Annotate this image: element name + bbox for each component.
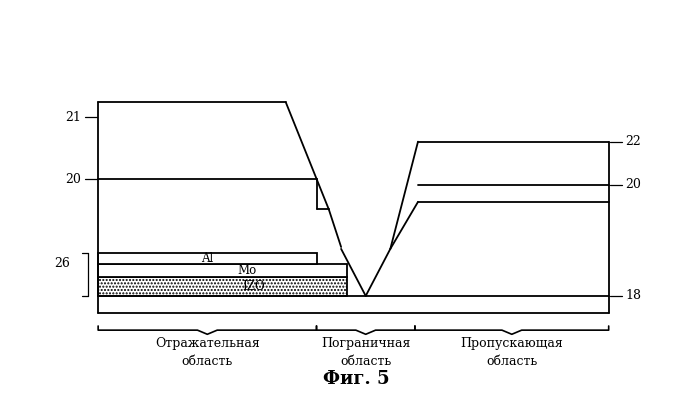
Bar bbox=[98, 264, 347, 277]
Text: 20: 20 bbox=[66, 173, 82, 186]
Text: 22: 22 bbox=[626, 135, 641, 148]
Text: 20: 20 bbox=[626, 179, 641, 191]
Text: 21: 21 bbox=[66, 111, 82, 124]
Text: Al: Al bbox=[201, 252, 213, 265]
Text: 26: 26 bbox=[55, 257, 71, 270]
Text: Отражательная
область: Отражательная область bbox=[155, 337, 260, 368]
Bar bbox=[98, 277, 347, 296]
Bar bbox=[98, 253, 317, 264]
Text: IZO: IZO bbox=[242, 280, 265, 293]
Text: 18: 18 bbox=[626, 289, 641, 303]
Text: Mo: Mo bbox=[238, 264, 257, 277]
Text: Пропускающая
область: Пропускающая область bbox=[461, 337, 563, 368]
Text: Фиг. 5: Фиг. 5 bbox=[323, 370, 390, 388]
Text: Пограничная
область: Пограничная область bbox=[321, 337, 410, 368]
